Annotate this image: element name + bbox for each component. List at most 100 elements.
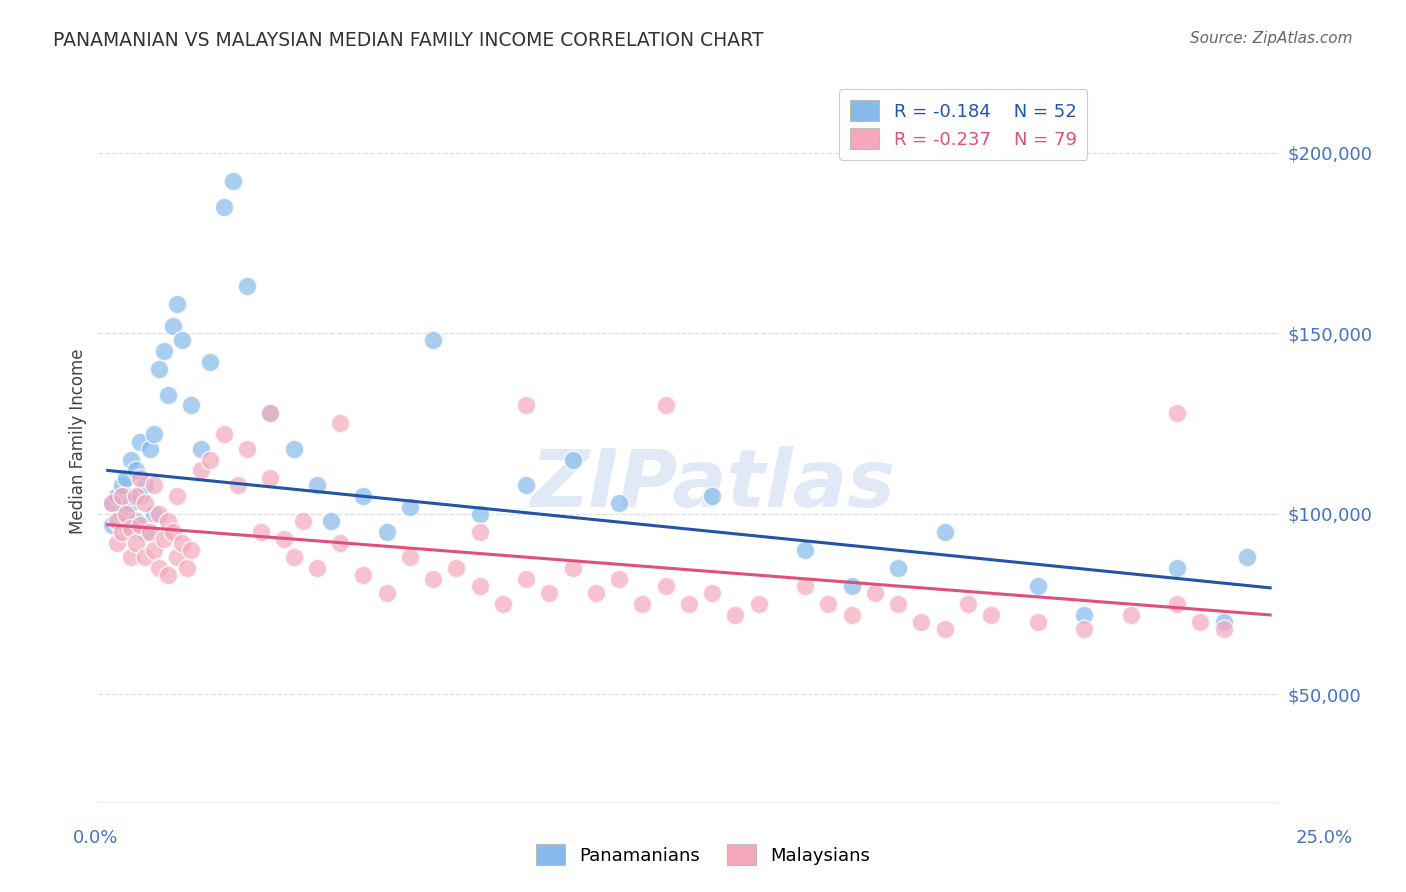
Point <box>468 579 491 593</box>
Point <box>887 597 910 611</box>
Point <box>841 607 863 622</box>
Point <box>198 452 221 467</box>
Point <box>105 535 128 549</box>
Point <box>631 597 654 611</box>
Point <box>138 442 160 456</box>
Point <box>166 489 188 503</box>
Point <box>702 586 724 600</box>
Point <box>115 470 138 484</box>
Point <box>283 442 305 456</box>
Point <box>422 334 444 348</box>
Point <box>654 398 676 412</box>
Point <box>134 524 156 539</box>
Point <box>212 200 235 214</box>
Point <box>124 489 146 503</box>
Point <box>129 434 152 449</box>
Point <box>446 561 468 575</box>
Point <box>111 478 134 492</box>
Point <box>292 514 315 528</box>
Point <box>492 597 515 611</box>
Point <box>794 579 817 593</box>
Text: 0.0%: 0.0% <box>73 829 118 847</box>
Point <box>222 174 245 188</box>
Point <box>134 496 156 510</box>
Point <box>887 561 910 575</box>
Point <box>152 532 174 546</box>
Point <box>305 561 328 575</box>
Point <box>162 524 184 539</box>
Point <box>129 517 152 532</box>
Point <box>422 572 444 586</box>
Point <box>148 507 170 521</box>
Point <box>111 524 134 539</box>
Point <box>212 427 235 442</box>
Point <box>841 579 863 593</box>
Point <box>1236 550 1258 565</box>
Point <box>180 542 202 557</box>
Point <box>329 417 352 431</box>
Point <box>172 535 194 549</box>
Point <box>399 550 422 565</box>
Point <box>273 532 295 546</box>
Point <box>101 517 124 532</box>
Point <box>283 550 305 565</box>
Point <box>607 496 630 510</box>
Point <box>375 524 398 539</box>
Point <box>120 550 142 565</box>
Point <box>353 568 375 582</box>
Point <box>138 524 160 539</box>
Text: 25.0%: 25.0% <box>1296 829 1353 847</box>
Point <box>794 542 817 557</box>
Legend: Panamanians, Malaysians: Panamanians, Malaysians <box>529 837 877 872</box>
Point <box>956 597 979 611</box>
Point <box>817 597 839 611</box>
Point <box>120 521 142 535</box>
Point <box>124 514 146 528</box>
Point <box>468 524 491 539</box>
Point <box>111 489 134 503</box>
Point <box>259 406 281 420</box>
Point <box>678 597 700 611</box>
Point <box>980 607 1002 622</box>
Point <box>561 452 583 467</box>
Point <box>585 586 607 600</box>
Point <box>702 489 724 503</box>
Point <box>180 398 202 412</box>
Point <box>934 524 956 539</box>
Point <box>172 334 194 348</box>
Point <box>1026 579 1049 593</box>
Point <box>152 344 174 359</box>
Point <box>226 478 249 492</box>
Point <box>538 586 561 600</box>
Point <box>134 550 156 565</box>
Point <box>236 279 259 293</box>
Point <box>1189 615 1212 630</box>
Point <box>101 496 124 510</box>
Point <box>654 579 676 593</box>
Point <box>515 572 537 586</box>
Point <box>305 478 328 492</box>
Point <box>1166 597 1188 611</box>
Point <box>1212 623 1234 637</box>
Point <box>236 442 259 456</box>
Point <box>259 470 281 484</box>
Point <box>198 355 221 369</box>
Point <box>148 561 170 575</box>
Point <box>1073 623 1095 637</box>
Point <box>399 500 422 514</box>
Point <box>353 489 375 503</box>
Point <box>129 489 152 503</box>
Point <box>724 607 747 622</box>
Point <box>190 463 212 477</box>
Point <box>1166 406 1188 420</box>
Point <box>515 398 537 412</box>
Point <box>157 568 180 582</box>
Point <box>143 427 166 442</box>
Legend: R = -0.184    N = 52, R = -0.237    N = 79: R = -0.184 N = 52, R = -0.237 N = 79 <box>839 89 1087 160</box>
Point <box>124 463 146 477</box>
Point <box>1119 607 1142 622</box>
Point <box>1026 615 1049 630</box>
Point <box>329 535 352 549</box>
Point <box>143 507 166 521</box>
Point <box>157 387 180 401</box>
